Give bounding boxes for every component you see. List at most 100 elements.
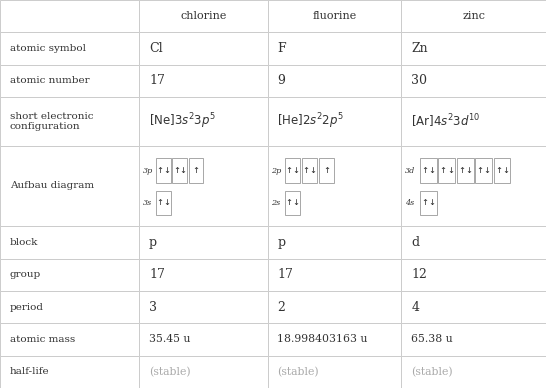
Bar	[156, 191, 171, 215]
Text: 9: 9	[277, 74, 285, 87]
Text: atomic number: atomic number	[10, 76, 90, 85]
Text: 3: 3	[149, 301, 157, 314]
Text: 3d: 3d	[405, 166, 415, 175]
Bar	[0, 291, 139, 323]
Bar	[0, 97, 139, 146]
Text: ↓: ↓	[293, 166, 300, 175]
Text: zinc: zinc	[462, 11, 485, 21]
Bar	[139, 291, 268, 323]
Text: 2p: 2p	[271, 166, 281, 175]
Text: 3p: 3p	[143, 166, 153, 175]
Text: 3s: 3s	[143, 199, 152, 207]
Bar	[0, 146, 139, 226]
Bar	[401, 356, 546, 388]
Text: ↑: ↑	[157, 198, 164, 208]
Text: period: period	[10, 303, 44, 312]
Text: ↓: ↓	[465, 166, 472, 175]
Text: ↑: ↑	[157, 166, 164, 175]
Bar	[139, 356, 268, 388]
Bar	[268, 259, 401, 291]
Text: 2: 2	[277, 301, 285, 314]
Bar	[139, 226, 268, 259]
Text: ↑: ↑	[477, 166, 483, 175]
Text: ↑: ↑	[495, 166, 502, 175]
Text: fluorine: fluorine	[312, 11, 357, 21]
Text: p: p	[149, 236, 157, 249]
Text: 17: 17	[277, 268, 293, 281]
Bar	[139, 65, 268, 97]
Text: d: d	[411, 236, 419, 249]
Bar	[420, 158, 437, 183]
Bar	[401, 323, 546, 356]
Text: 65.38 u: 65.38 u	[411, 334, 453, 345]
Text: ↓: ↓	[447, 166, 454, 175]
Bar	[139, 323, 268, 356]
Text: (stable): (stable)	[277, 367, 319, 377]
Text: ↓: ↓	[163, 198, 170, 208]
Text: 4s: 4s	[405, 199, 414, 207]
Bar	[302, 158, 317, 183]
Bar	[172, 158, 187, 183]
Text: half-life: half-life	[10, 367, 50, 376]
Bar	[0, 65, 139, 97]
Text: ↓: ↓	[502, 166, 509, 175]
Text: ↑: ↑	[173, 166, 180, 175]
Text: p: p	[277, 236, 286, 249]
Bar	[420, 191, 437, 215]
Bar	[319, 158, 334, 183]
Bar	[285, 158, 300, 183]
Bar	[268, 146, 401, 226]
Text: 18.998403163 u: 18.998403163 u	[277, 334, 368, 345]
Bar	[139, 0, 268, 32]
Bar	[0, 356, 139, 388]
Text: ↓: ↓	[163, 166, 170, 175]
Text: 12: 12	[411, 268, 427, 281]
Text: ↓: ↓	[293, 198, 300, 208]
Text: F: F	[277, 42, 286, 55]
Text: 4: 4	[411, 301, 419, 314]
Text: (stable): (stable)	[149, 367, 191, 377]
Bar	[438, 158, 455, 183]
Bar	[475, 158, 492, 183]
Text: ↑: ↑	[458, 166, 465, 175]
Bar	[285, 191, 300, 215]
Text: 35.45 u: 35.45 u	[149, 334, 191, 345]
Text: group: group	[10, 270, 41, 279]
Bar	[457, 158, 473, 183]
Text: ↑: ↑	[323, 166, 330, 175]
Bar	[401, 291, 546, 323]
Text: ↓: ↓	[429, 198, 436, 208]
Bar	[401, 226, 546, 259]
Bar	[139, 259, 268, 291]
Text: ↑: ↑	[422, 166, 428, 175]
Text: Zn: Zn	[411, 42, 428, 55]
Text: block: block	[10, 238, 38, 247]
Bar	[268, 226, 401, 259]
Bar	[139, 32, 268, 65]
Text: $[\mathrm{Ar}]4s^23d^{10}$: $[\mathrm{Ar}]4s^23d^{10}$	[411, 113, 480, 130]
Text: 17: 17	[149, 268, 165, 281]
Text: $[\mathrm{He}]2s^22p^5$: $[\mathrm{He}]2s^22p^5$	[277, 111, 345, 131]
Bar	[0, 323, 139, 356]
Bar	[401, 32, 546, 65]
Bar	[139, 97, 268, 146]
Bar	[0, 0, 139, 32]
Text: ↑: ↑	[192, 166, 199, 175]
Text: ↓: ↓	[484, 166, 491, 175]
Text: ↓: ↓	[429, 166, 436, 175]
Bar	[494, 158, 511, 183]
Bar	[0, 32, 139, 65]
Text: ↑: ↑	[302, 166, 310, 175]
Bar	[401, 259, 546, 291]
Text: ↓: ↓	[179, 166, 186, 175]
Bar	[268, 356, 401, 388]
Text: chlorine: chlorine	[180, 11, 227, 21]
Text: ↓: ↓	[310, 166, 317, 175]
Text: ↑: ↑	[286, 198, 293, 208]
Text: atomic mass: atomic mass	[10, 335, 75, 344]
Text: Cl: Cl	[149, 42, 163, 55]
Text: (stable): (stable)	[411, 367, 453, 377]
Bar	[188, 158, 203, 183]
Bar	[156, 158, 171, 183]
Bar	[401, 65, 546, 97]
